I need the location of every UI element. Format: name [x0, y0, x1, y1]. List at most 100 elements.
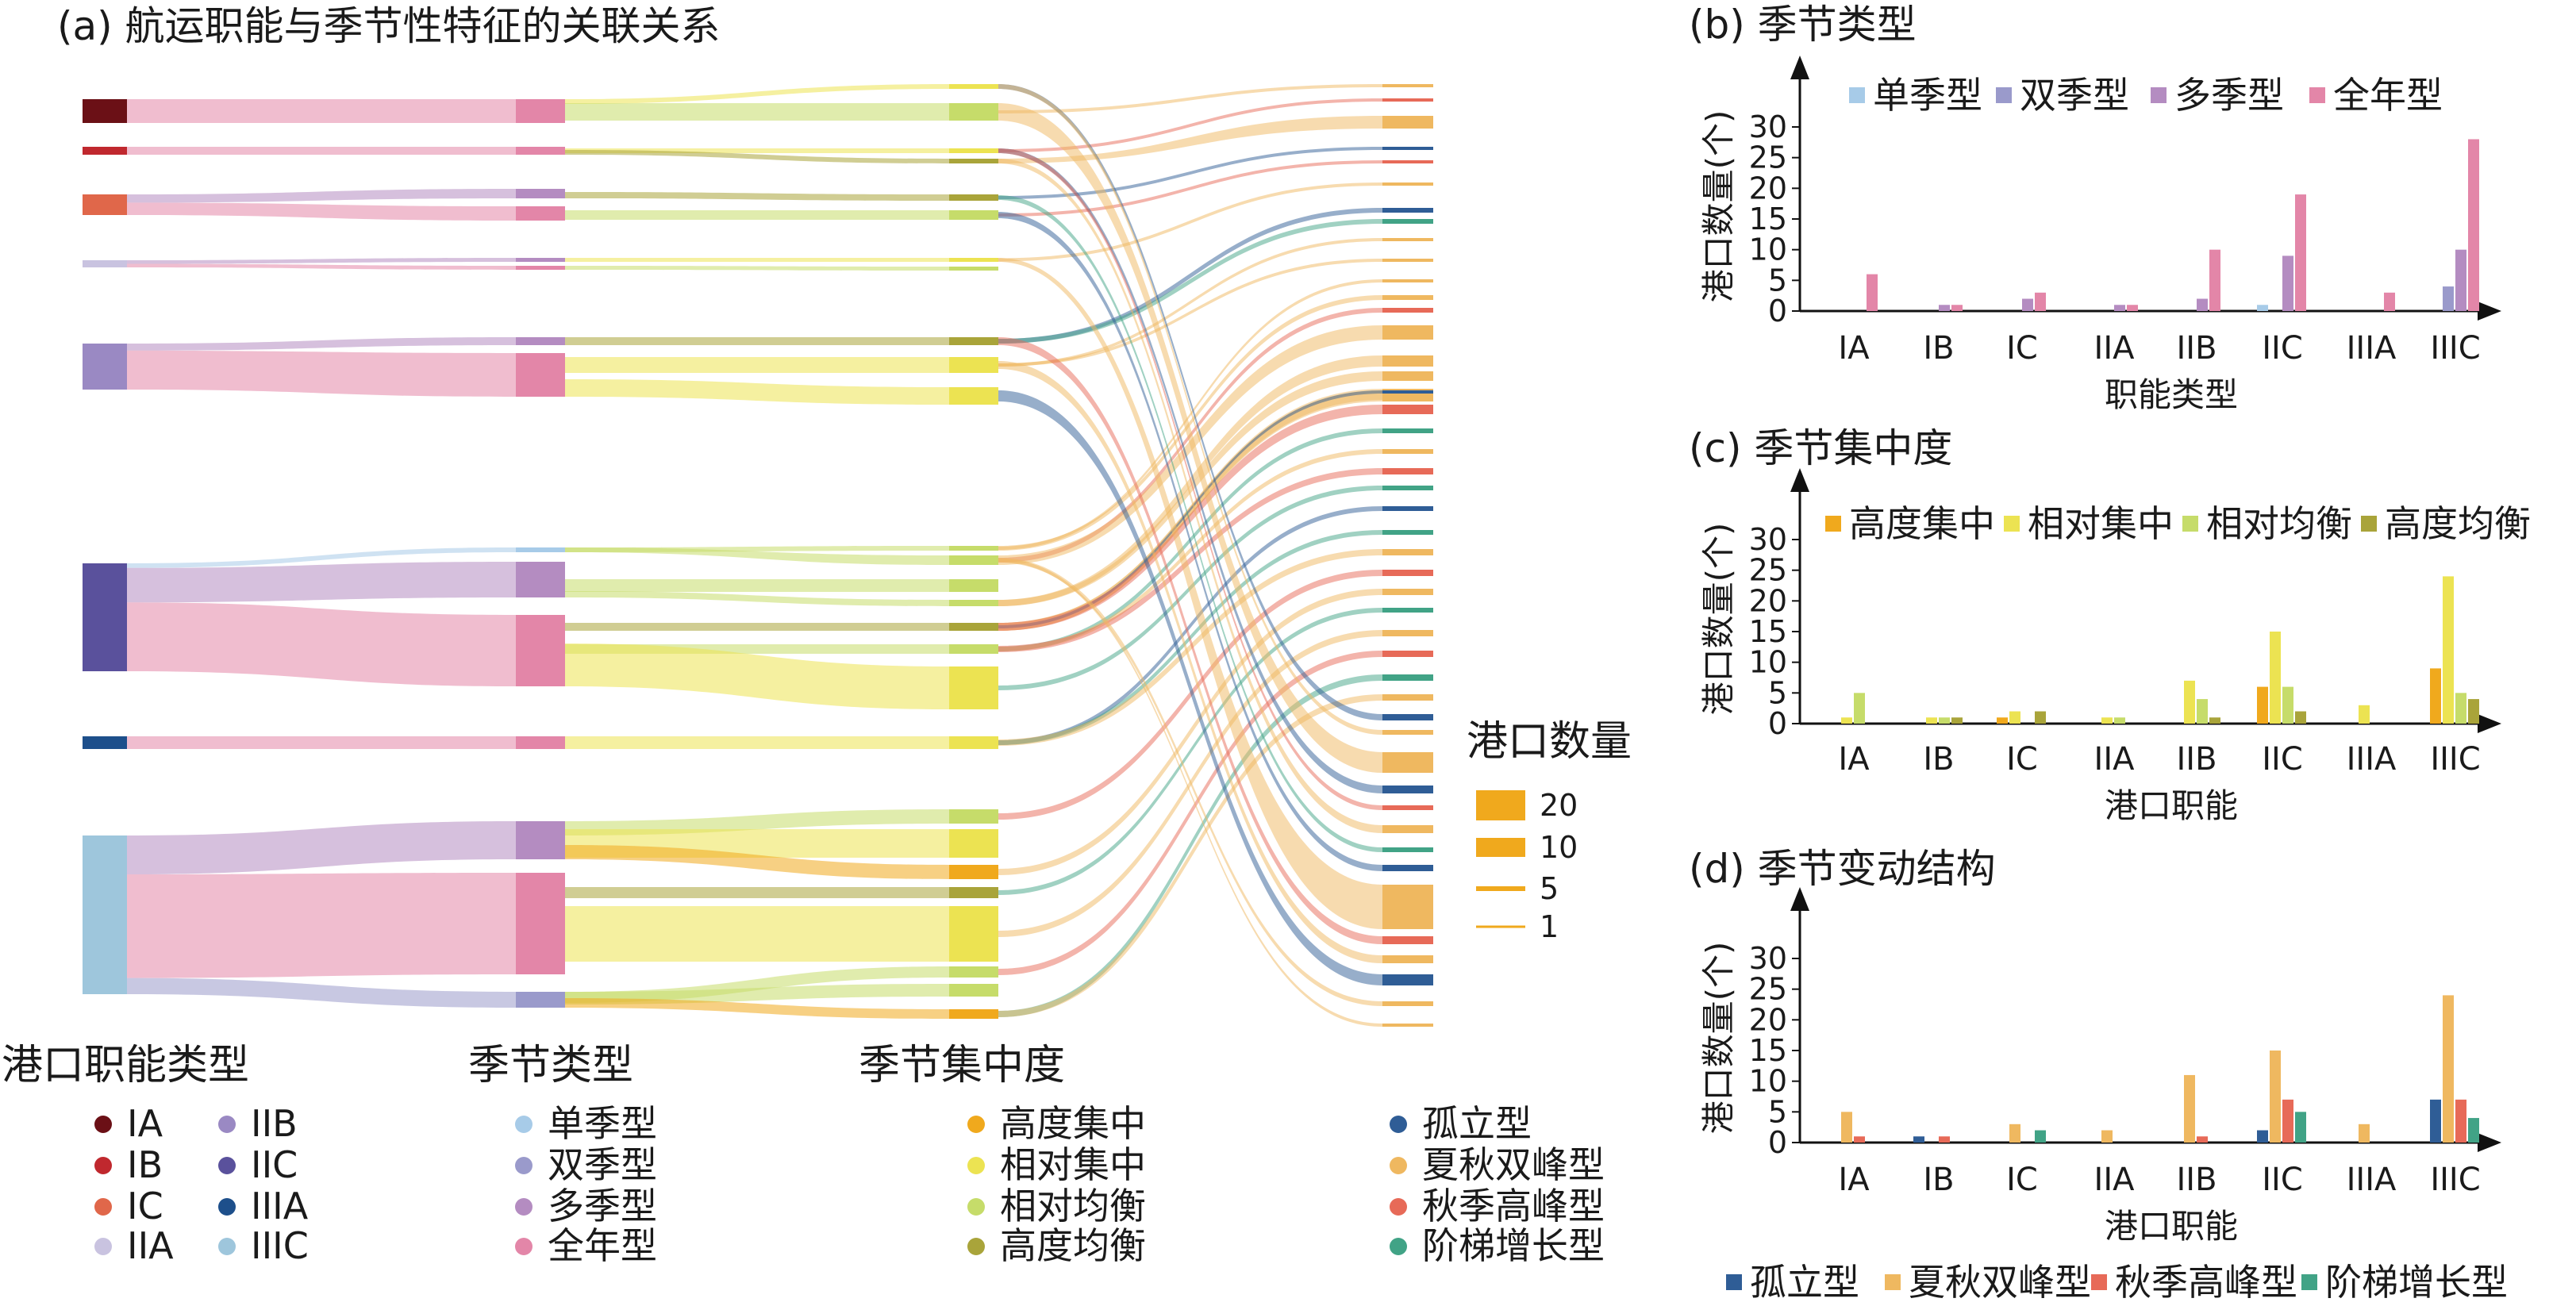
- sankey-node-concentration: [949, 579, 998, 592]
- sankey-link-concentration-variation: [998, 674, 1382, 1017]
- y-tick-label: 5: [1768, 263, 1787, 298]
- column-label-season-type: 季节类型: [468, 1042, 633, 1089]
- sankey-link-type-concentration: [565, 337, 949, 345]
- legend-function-label: IC: [127, 1185, 163, 1227]
- sankey-node-variation: [1382, 295, 1433, 300]
- legend-label: 秋季高峰型: [2115, 1261, 2297, 1304]
- sankey-node-variation: [1382, 825, 1433, 833]
- sankey-link-function-type: [127, 350, 516, 397]
- sankey-node-function: [83, 835, 127, 994]
- sankey-link-function-type: [127, 547, 516, 568]
- legend-label: 夏秋双峰型: [1909, 1261, 2091, 1304]
- legend-swatch: [1849, 87, 1865, 103]
- sankey-node-concentration: [949, 194, 998, 201]
- sankey-node-season-type: [516, 147, 565, 155]
- sankey-link-concentration-variation: [998, 468, 1382, 652]
- sankey-link-concentration-variation: [998, 279, 1382, 550]
- bar: [1939, 1136, 1950, 1143]
- legend-label: 全年型: [2333, 74, 2443, 117]
- y-tick-label: 20: [1749, 1002, 1787, 1037]
- sankey-link-type-concentration: [565, 150, 949, 163]
- sankey-node-variation: [1382, 1001, 1433, 1006]
- sankey-link-type-concentration: [565, 357, 949, 373]
- legend-concentration-label: 高度集中: [1000, 1102, 1146, 1145]
- sankey-link-function-type: [127, 263, 516, 270]
- bar: [2114, 717, 2125, 724]
- y-tick-label: 30: [1749, 522, 1787, 557]
- sankey-node-concentration: [949, 258, 998, 262]
- size-legend-swatch: [1476, 886, 1525, 891]
- bar: [2468, 1118, 2479, 1143]
- sankey-node-function: [83, 563, 127, 671]
- sankey-link-concentration-variation: [998, 337, 1382, 944]
- sankey-node-concentration: [949, 210, 998, 220]
- x-tick-label: IC: [2006, 741, 2038, 778]
- sankey-node-concentration: [949, 387, 998, 405]
- bar: [2430, 668, 2441, 724]
- bar: [1951, 305, 1963, 311]
- sankey-link-function-type: [127, 202, 516, 221]
- legend-variation-swatch: [1390, 1238, 1407, 1255]
- column-labels: 港口职能类型 季节类型 季节集中度: [2, 1042, 1065, 1089]
- sankey-node-variation: [1382, 116, 1433, 129]
- sankey-node-variation: [1382, 428, 1433, 433]
- bar: [2295, 1112, 2306, 1143]
- sankey-link-type-concentration: [565, 887, 949, 898]
- sankey-link-function-type: [127, 147, 516, 155]
- sankey-node-season-type: [516, 99, 565, 123]
- legend-label: 阶梯增长型: [2325, 1261, 2508, 1304]
- sankey-node-variation: [1382, 730, 1433, 735]
- x-tick-label: IIA: [2094, 330, 2136, 367]
- x-tick-label: IB: [1923, 1162, 1954, 1198]
- sankey-link-type-concentration: [565, 736, 949, 749]
- bar: [2197, 699, 2208, 724]
- legend-swatch: [2361, 516, 2377, 532]
- sankey-link-function-type: [127, 562, 516, 603]
- sankey-node-season-type: [516, 992, 565, 1008]
- sankey-node-variation: [1382, 147, 1433, 150]
- sankey-link-concentration-variation: [998, 182, 1382, 262]
- legend-variation-label: 秋季高峰型: [1422, 1185, 1605, 1227]
- sankey-link-concentration-variation: [998, 159, 1382, 833]
- sankey-title: (a) 航运职能与季节性特征的关联关系: [57, 3, 721, 49]
- panel-title: (d) 季节变动结构: [1689, 846, 1996, 892]
- sankey-link-concentration-variation: [998, 259, 1382, 367]
- y-tick-label: 0: [1768, 294, 1787, 328]
- bar: [2035, 292, 2046, 311]
- legend-function-swatch: [94, 1157, 112, 1174]
- y-tick-label: 25: [1749, 972, 1787, 1007]
- bar: [2468, 139, 2479, 311]
- sankey-node-concentration: [949, 1009, 998, 1019]
- sankey-node-concentration: [949, 666, 998, 709]
- sankey-node-concentration: [949, 736, 998, 749]
- sankey-node-concentration: [949, 84, 998, 89]
- x-tick-label: IIA: [2094, 741, 2136, 778]
- y-tick-label: 10: [1749, 1064, 1787, 1099]
- legend-variation-swatch: [1390, 1198, 1407, 1216]
- legend-concentration-label: 相对集中: [1000, 1143, 1146, 1186]
- bar: [1997, 717, 2008, 724]
- sankey-node-season-type: [516, 258, 565, 262]
- legend-function-swatch: [218, 1238, 236, 1255]
- sankey-node-variation: [1382, 589, 1433, 595]
- sankey-node-function: [83, 99, 127, 123]
- sankey-link-concentration-variation: [998, 549, 1382, 746]
- sankey-link-concentration-variation: [998, 559, 1382, 1027]
- sankey-link-concentration-variation: [998, 371, 1382, 606]
- sankey-link-concentration-variation: [998, 390, 1382, 628]
- sankey-node-variation: [1382, 506, 1433, 511]
- bar: [2295, 194, 2306, 311]
- panel-title: (c) 季节集中度: [1689, 425, 1952, 471]
- x-axis-arrow: [2478, 302, 2501, 321]
- sankey-node-variation: [1382, 694, 1433, 701]
- y-axis-label: 港口数量(个): [1699, 523, 1738, 716]
- bar: [2197, 298, 2208, 311]
- y-axis-label: 港口数量(个): [1699, 110, 1738, 303]
- y-tick-label: 10: [1749, 645, 1787, 680]
- sankey-link-concentration-variation: [998, 116, 1382, 163]
- sankey-link-concentration-variation: [998, 558, 1382, 1006]
- sankey-node-variation: [1382, 238, 1433, 241]
- bar: [1939, 305, 1950, 311]
- size-legend-value: 1: [1540, 909, 1559, 944]
- sankey-link-concentration-variation: [998, 208, 1382, 344]
